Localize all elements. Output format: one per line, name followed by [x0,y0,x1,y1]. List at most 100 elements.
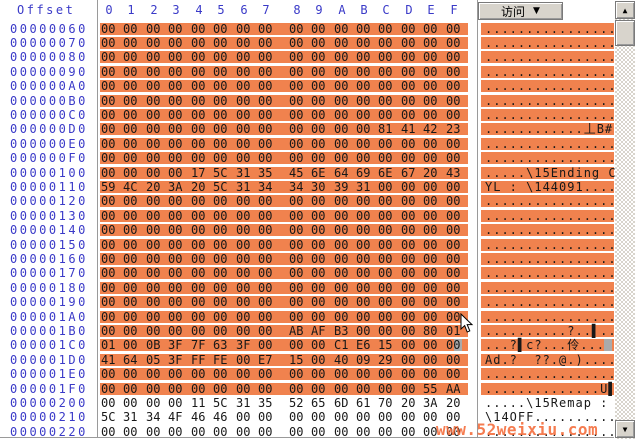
hex-byte[interactable]: 00 [191,194,206,208]
hex-byte[interactable]: 00 [101,396,116,410]
hex-byte[interactable]: 00 [236,367,251,381]
hex-byte[interactable]: 65 [311,396,326,410]
hex-byte[interactable]: 69 [356,166,371,180]
hex-byte[interactable]: 00 [423,266,438,280]
hex-byte[interactable]: 00 [289,65,304,79]
hex-byte[interactable]: 3A [168,180,183,194]
hex-byte[interactable]: 00 [446,252,461,266]
hex-byte[interactable]: 00 [146,79,161,93]
ascii-band[interactable]: ................ [481,267,616,279]
hex-byte[interactable]: 00 [123,209,138,223]
hex-byte[interactable]: 00 [123,252,138,266]
ascii-band[interactable]: ................ [481,239,616,251]
hex-byte[interactable]: 7F [191,338,206,352]
hex-byte[interactable]: 00 [146,122,161,136]
hex-byte[interactable]: 00 [423,252,438,266]
hex-byte[interactable]: 00 [258,79,273,93]
hex-byte[interactable]: 00 [213,324,228,338]
hex-byte[interactable]: 00 [446,94,461,108]
hex-byte[interactable]: 00 [213,209,228,223]
hex-byte[interactable]: 00 [123,108,138,122]
hex-byte[interactable]: 00 [258,338,273,352]
hex-byte[interactable]: 00 [289,209,304,223]
hex-byte[interactable]: 00 [446,79,461,93]
hex-byte[interactable]: 00 [168,367,183,381]
hex-byte[interactable]: 00 [356,50,371,64]
hex-byte[interactable]: 00 [423,281,438,295]
hex-byte[interactable]: 00 [258,382,273,396]
hex-byte[interactable]: 00 [334,209,349,223]
hex-byte[interactable]: 52 [289,396,304,410]
hex-byte[interactable]: 00 [334,108,349,122]
ascii-band[interactable]: ................ [481,51,616,63]
hex-byte[interactable]: 00 [146,137,161,151]
scrollbar[interactable]: ▲ ▼ [615,1,635,439]
hex-byte[interactable]: 00 [446,151,461,165]
hex-byte[interactable]: 00 [123,367,138,381]
hex-byte[interactable]: 00 [101,122,116,136]
hex-byte[interactable]: 3F [168,353,183,367]
hex-byte[interactable]: 34 [146,410,161,424]
hex-byte[interactable]: 00 [423,180,438,194]
hex-byte[interactable]: 46 [213,410,228,424]
hex-byte[interactable]: FF [191,353,206,367]
hex-byte[interactable]: 00 [213,94,228,108]
hex-byte[interactable]: 00 [334,137,349,151]
ascii-band[interactable]: ................ [481,282,616,294]
hex-byte[interactable]: 00 [289,425,304,439]
hex-byte[interactable]: 00 [213,281,228,295]
hex-byte[interactable]: 00 [401,425,416,439]
hex-byte[interactable]: 81 [378,122,393,136]
hex-byte[interactable]: 00 [378,425,393,439]
hex-byte[interactable]: 00 [101,79,116,93]
hex-byte[interactable]: 00 [311,94,326,108]
hex-byte[interactable]: 00 [101,209,116,223]
hex-byte[interactable]: 3F [236,338,251,352]
hex-byte[interactable]: 00 [446,194,461,208]
hex-byte[interactable]: 00 [423,367,438,381]
hex-byte[interactable]: 00 [258,209,273,223]
hex-byte[interactable]: 00 [289,410,304,424]
hex-byte[interactable]: 00 [356,425,371,439]
hex-byte[interactable]: 5C [101,410,116,424]
hex-byte[interactable]: 00 [446,180,461,194]
hex-byte[interactable]: 00 [123,382,138,396]
access-dropdown-button[interactable]: 访问 ▼ [478,2,563,20]
hex-byte[interactable]: 00 [356,281,371,295]
hex-byte[interactable]: 59 [101,180,116,194]
ascii-band[interactable]: .....\15Remap : [481,397,614,409]
hex-byte[interactable]: 00 [213,137,228,151]
hex-byte[interactable]: 00 [311,50,326,64]
hex-byte[interactable]: 00 [356,252,371,266]
hex-byte[interactable]: 00 [289,223,304,237]
hex-byte[interactable]: 00 [191,151,206,165]
hex-byte[interactable]: 20 [423,166,438,180]
hex-byte[interactable]: 00 [146,209,161,223]
hex-byte[interactable]: 00 [423,137,438,151]
hex-byte[interactable]: 00 [123,36,138,50]
hex-byte[interactable]: 00 [191,36,206,50]
hex-byte[interactable]: 00 [101,281,116,295]
hex-byte[interactable]: 00 [311,410,326,424]
hex-byte[interactable]: 00 [289,50,304,64]
ascii-band[interactable]: ................ [481,426,616,438]
hex-byte[interactable]: 00 [123,266,138,280]
hex-byte[interactable]: 00 [168,65,183,79]
hex-byte[interactable]: 00 [168,108,183,122]
hex-byte[interactable]: 00 [168,295,183,309]
hex-byte[interactable]: 00 [356,108,371,122]
hex-byte[interactable]: 00 [258,266,273,280]
hex-byte[interactable]: 00 [146,166,161,180]
hex-byte[interactable]: 00 [236,425,251,439]
hex-byte[interactable]: 00 [146,367,161,381]
hex-byte[interactable]: 00 [213,36,228,50]
hex-byte[interactable]: 34 [289,180,304,194]
hex-byte[interactable]: 00 [213,223,228,237]
hex-byte[interactable]: 00 [334,295,349,309]
ascii-band[interactable]: ................ [481,109,616,121]
hex-byte[interactable]: 00 [401,108,416,122]
hex-byte[interactable]: 00 [356,209,371,223]
hex-byte[interactable]: 00 [446,22,461,36]
hex-byte[interactable]: 00 [191,266,206,280]
hex-byte[interactable]: 00 [191,324,206,338]
